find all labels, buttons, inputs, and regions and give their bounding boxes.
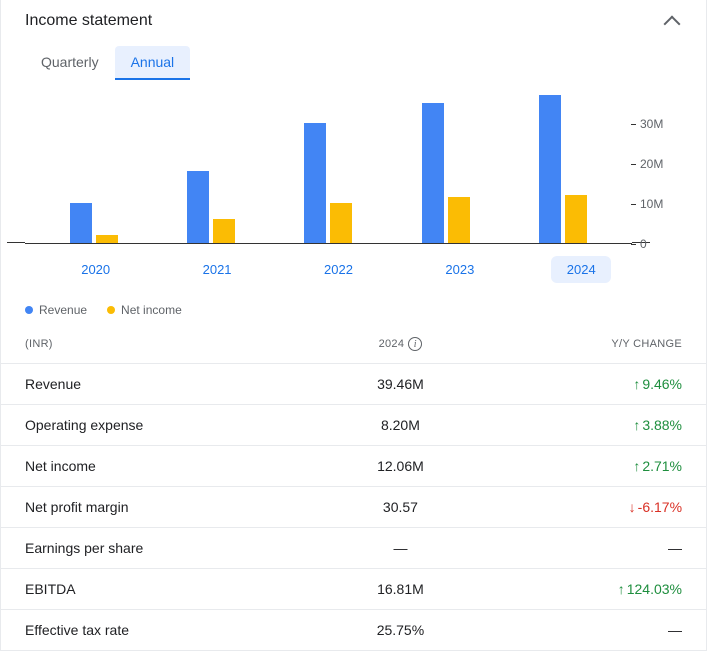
metric-value: 30.57 [307,499,495,515]
metric-value: 12.06M [307,458,495,474]
chart-y-axis: 010M20M30M [632,104,682,244]
metric-change: 124.03% [494,581,682,597]
legend-dot-revenue [25,306,33,314]
legend-revenue: Revenue [25,303,87,317]
year-column-header: 2024 i [307,337,495,351]
bar-net_income[interactable] [96,235,118,243]
y-tick: 20M [640,157,663,171]
metric-value: 25.75% [307,622,495,638]
bar-net_income[interactable] [213,219,235,243]
table-row: EBITDA16.81M124.03% [1,569,706,610]
panel-title: Income statement [25,12,152,30]
period-tabs: Quarterly Annual [1,30,706,88]
metric-value: 39.46M [307,376,495,392]
tab-annual[interactable]: Annual [115,46,191,80]
metric-label: EBITDA [25,581,307,597]
change-column-header: Y/Y CHANGE [494,338,682,350]
metric-value: — [307,540,495,556]
bar-revenue[interactable] [187,171,209,243]
metric-value: 8.20M [307,417,495,433]
x-label-2020[interactable]: 2020 [66,256,126,283]
metric-change: -6.17% [494,499,682,515]
table-row: Net profit margin30.57-6.17% [1,487,706,528]
metric-label: Operating expense [25,417,307,433]
legend-dot-netincome [107,306,115,314]
chart-plot [25,104,632,244]
chart: 0 10M 20M 30M 2020 2021 2022 2023 2024 [1,88,706,291]
metric-change: 9.46% [494,376,682,392]
bar-revenue[interactable] [70,203,92,243]
x-label-2022[interactable]: 2022 [308,256,368,283]
metric-label: Net income [25,458,307,474]
table-row: Operating expense8.20M3.88% [1,405,706,446]
info-icon[interactable]: i [408,337,422,351]
bar-group[interactable] [181,171,241,243]
x-label-2021[interactable]: 2021 [187,256,247,283]
table-row: Earnings per share—— [1,528,706,569]
metric-label: Net profit margin [25,499,307,515]
bar-group[interactable] [64,203,124,243]
metric-label: Effective tax rate [25,622,307,638]
bar-group[interactable] [298,123,358,243]
bar-group[interactable] [416,103,476,243]
table-header: (INR) 2024 i Y/Y CHANGE [1,325,706,364]
metric-label: Revenue [25,376,307,392]
metric-label: Earnings per share [25,540,307,556]
y-tick: 30M [640,117,663,131]
bar-net_income[interactable] [330,203,352,243]
table-row: Net income12.06M2.71% [1,446,706,487]
table-row: Revenue39.46M9.46% [1,364,706,405]
income-statement-panel: Income statement Quarterly Annual 0 10M 20… [0,0,707,651]
metric-change: — [494,540,682,556]
metric-change: — [494,622,682,638]
y-tick: 10M [640,197,663,211]
chart-x-axis: 2020 2021 2022 2023 2024 [25,244,692,283]
currency-label: (INR) [25,338,307,350]
x-label-2024[interactable]: 2024 [551,256,611,283]
bar-net_income[interactable] [565,195,587,243]
bar-revenue[interactable] [422,103,444,243]
chart-legend: Revenue Net income [1,291,706,325]
bar-net_income[interactable] [448,197,470,243]
metric-change: 2.71% [494,458,682,474]
y-tick: 0 [640,237,647,251]
table-row: Effective tax rate25.75%— [1,610,706,651]
legend-label-revenue: Revenue [39,303,87,317]
bar-revenue[interactable] [304,123,326,243]
metric-change: 3.88% [494,417,682,433]
bar-group[interactable] [533,95,593,243]
legend-netincome: Net income [107,303,182,317]
panel-header: Income statement [1,0,706,30]
metric-value: 16.81M [307,581,495,597]
tab-quarterly[interactable]: Quarterly [25,46,115,80]
legend-label-netincome: Net income [121,303,182,317]
x-label-2023[interactable]: 2023 [430,256,490,283]
table-body: Revenue39.46M9.46%Operating expense8.20M… [1,364,706,651]
bar-revenue[interactable] [539,95,561,243]
